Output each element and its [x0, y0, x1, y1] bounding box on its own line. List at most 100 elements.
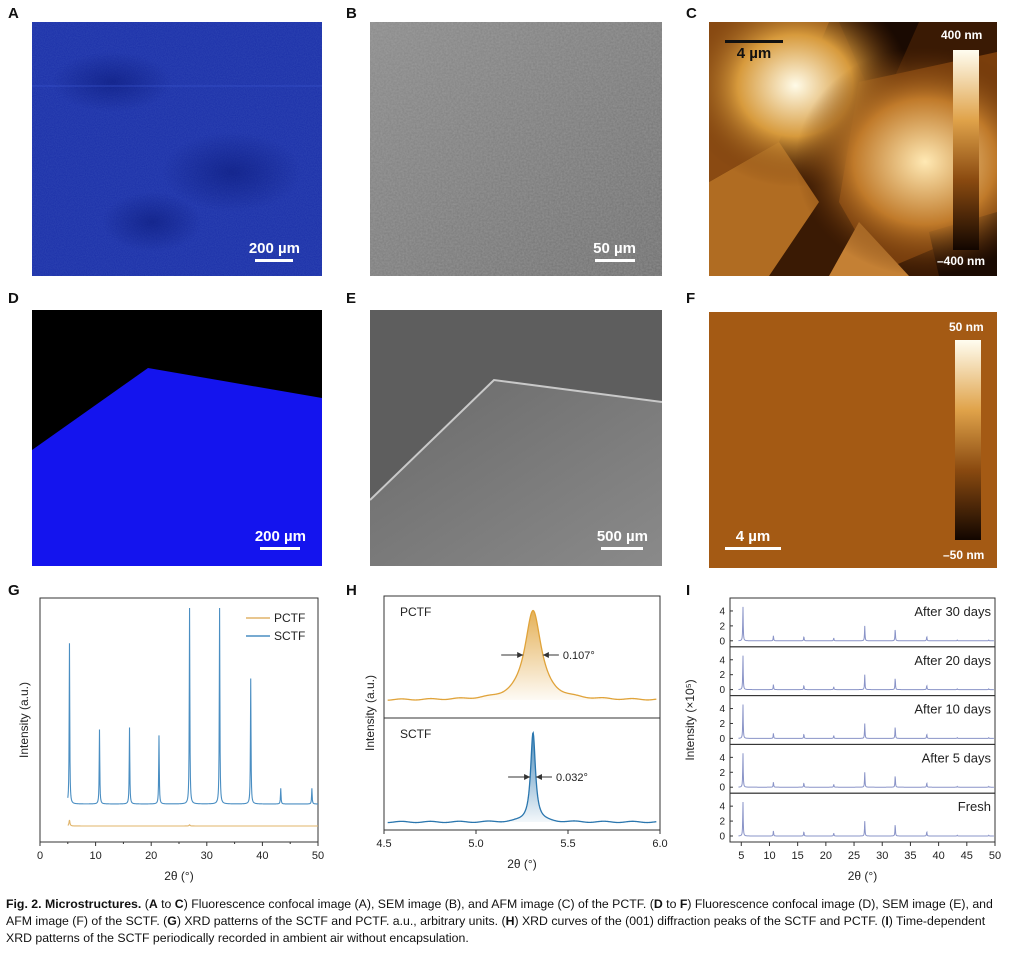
x-tick-label: 0 — [37, 850, 43, 862]
legend-label-sctf: SCTF — [274, 629, 305, 643]
colorbar-min-label: –50 nm — [943, 548, 985, 562]
x-tick-label: 20 — [820, 850, 832, 862]
scale-bar-label: 200 µm — [248, 240, 300, 257]
y-tick-label: 2 — [719, 768, 725, 779]
y-tick-label: 2 — [719, 719, 725, 730]
subplot-title: After 10 days — [914, 702, 991, 717]
fwhm-arrowhead — [524, 774, 531, 780]
x-tick-label: 30 — [876, 850, 888, 862]
legend-label-pctf: PCTF — [274, 611, 305, 625]
panel-label-d: D — [8, 290, 19, 307]
caption-segment: ) XRD curves of the (001) diffraction pe… — [514, 914, 886, 928]
series-pctf-line — [67, 819, 318, 827]
y-axis-label: Intensity (a.u.) — [363, 675, 377, 751]
panel-label-f: F — [686, 290, 696, 307]
x-tick-label: 50 — [989, 850, 1001, 862]
y-tick-label: 2 — [719, 670, 725, 681]
x-tick-label: 25 — [848, 850, 860, 862]
colorbar-min-label: –400 nm — [937, 254, 986, 268]
fwhm-label: 0.107° — [563, 650, 595, 662]
scale-bar-label: 50 µm — [593, 240, 636, 257]
caption-segment: ) Fluorescence confocal image (A), SEM i… — [183, 897, 654, 911]
y-tick-label: 4 — [719, 655, 725, 666]
series-line-pctf — [387, 609, 657, 701]
caption-segment: ) XRD patterns of the SCTF and PCTF. a.u… — [176, 914, 506, 928]
caption-segment: C — [174, 897, 184, 911]
afm-image-pctf: 4 µm 400 nm –400 nm — [709, 22, 997, 276]
x-tick-label: 10 — [763, 850, 775, 862]
x-tick-label: 5.5 — [560, 838, 575, 850]
x-tick-label: 40 — [256, 850, 268, 862]
x-tick-label: 4.5 — [376, 838, 391, 850]
subplot-title: Fresh — [958, 799, 991, 814]
panel-label-a: A — [8, 5, 19, 22]
scale-bar-c: 4 µm — [725, 40, 783, 62]
y-tick-label: 4 — [719, 753, 725, 764]
caption-segment: H — [505, 914, 515, 928]
chart-g-xrd: 0 10 20 30 40 50 2θ (°) Intensity (a.u.) PCTF SCT… — [17, 597, 324, 883]
caption-title: Fig. 2. Microstructures. — [6, 897, 142, 911]
subplot-title: After 5 days — [922, 750, 992, 765]
x-tick-label: 6.0 — [652, 838, 667, 850]
series-fill-sctf — [387, 732, 657, 823]
series-fill-pctf — [387, 610, 657, 701]
y-tick-label: 4 — [719, 802, 725, 813]
subplot-after-5-days: 0 2 4 After 5 days — [719, 743, 996, 794]
y-axis-label: Intensity (×10⁵) — [683, 679, 697, 760]
x-axis-label: 2θ (°) — [848, 869, 877, 883]
scale-bar-d: 200 µm — [255, 528, 306, 550]
x-tick-label: 20 — [145, 850, 157, 862]
x-tick-label: 40 — [932, 850, 944, 862]
fwhm-arrowhead — [517, 652, 524, 658]
caption-segment: ( — [141, 897, 149, 911]
fluorescence-image-sctf: 200 µm — [32, 310, 322, 566]
x-tick-label: 5.0 — [468, 838, 483, 850]
subplot-title: After 30 days — [914, 604, 991, 619]
y-tick-label: 4 — [719, 606, 725, 617]
y-tick-label: 4 — [719, 704, 725, 715]
afm-image-sctf: 4 µm 50 nm –50 nm — [709, 312, 997, 568]
panel-label-g: G — [8, 582, 20, 599]
fluorescence-image-pctf: 200 µm — [32, 22, 322, 276]
scale-bar-label: 500 µm — [596, 528, 648, 545]
x-tick-label: 30 — [201, 850, 213, 862]
panel-label-c: C — [686, 5, 697, 22]
fwhm-arrowhead — [542, 652, 549, 658]
fwhm-arrowhead — [535, 774, 542, 780]
caption-segment: ) Time-dependent XRD patterns of the SCT… — [6, 914, 986, 945]
subplot-xrd-line — [738, 802, 994, 837]
panel-label-h: H — [346, 582, 357, 599]
subplot-frame — [729, 792, 996, 843]
series-line-sctf — [387, 730, 657, 824]
caption-segment: A — [148, 897, 158, 911]
caption-segment: to — [662, 897, 680, 911]
caption-segment: G — [167, 914, 177, 928]
x-tick-label: 50 — [312, 850, 324, 862]
y-tick-label: 0 — [719, 783, 725, 794]
fwhm-label: 0.032° — [556, 772, 588, 784]
scale-bar-label: 200 µm — [254, 528, 306, 545]
series-sctf-line — [67, 607, 318, 805]
plot-frame — [383, 595, 661, 831]
colorbar-max-label: 50 nm — [949, 320, 984, 334]
subplot-xrd-line — [738, 704, 994, 739]
subplot-after-30-days: 0 2 4 After 30 days — [719, 597, 996, 648]
panel-label-i: I — [686, 582, 691, 599]
sem-image-sctf: 500 µm — [370, 310, 662, 566]
y-tick-label: 0 — [719, 734, 725, 745]
y-tick-label: 0 — [719, 685, 725, 696]
chart-h-xrd-peaks: 4.5 5.0 5.5 6.0 2θ (°) Intensity (a.u.) PCTF 0.… — [363, 595, 668, 871]
y-axis-label: Intensity (a.u.) — [17, 682, 31, 758]
sem-image-pctf: 50 µm — [370, 22, 662, 276]
x-tick-label: 10 — [89, 850, 101, 862]
subplot-after-20-days: 0 2 4 After 20 days — [719, 646, 996, 697]
scale-bar-f: 4 µm — [725, 528, 781, 550]
panel-label-e: E — [346, 290, 357, 307]
caption-segment: ) Fluorescence confocal image (D), SEM i… — [6, 897, 993, 928]
x-axis-label: 2θ (°) — [507, 857, 536, 871]
chart-i-time-xrd: Intensity (×10⁵) 0 2 4 After 30 days 0 2 4 After… — [683, 597, 1001, 883]
scale-bar-b: 50 µm — [593, 240, 636, 262]
subplot-after-10-days: 0 2 4 After 10 days — [719, 695, 996, 745]
panel-label-b: B — [346, 5, 357, 22]
subplot-xrd-line — [738, 655, 994, 691]
